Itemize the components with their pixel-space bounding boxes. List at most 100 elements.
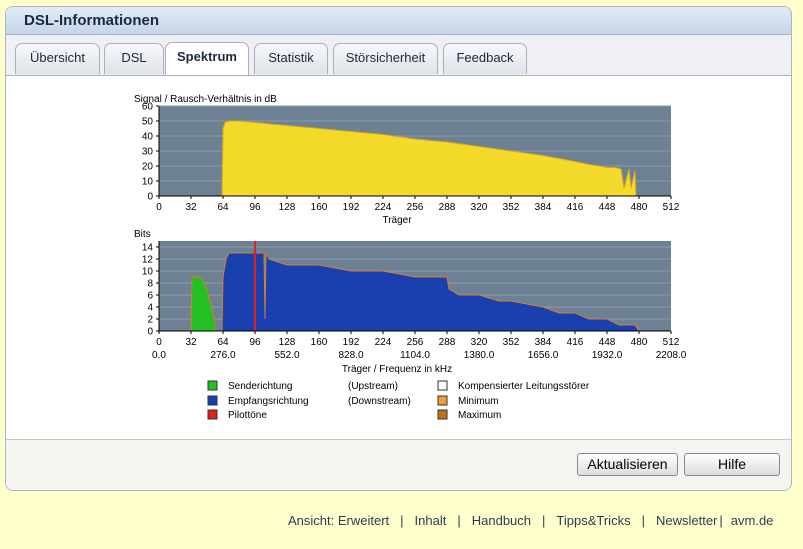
- footer-link-content[interactable]: Inhalt: [414, 513, 447, 528]
- x-tick-label: 224: [375, 202, 392, 213]
- tab-feedback[interactable]: Feedback: [443, 43, 527, 74]
- x-tick-label: 256: [407, 202, 424, 213]
- legend-downstream-label: Empfangsrichtung: [228, 396, 309, 407]
- footer-link-avm[interactable]: avm.de: [730, 513, 774, 528]
- x-tick-label: 256: [407, 337, 424, 348]
- legend-swatch-compensated: [437, 380, 448, 391]
- x-tick-label: 384: [535, 202, 552, 213]
- x-tick-label: 416: [567, 202, 584, 213]
- legend: Senderichtung (Upstream) Empfangsrichtun…: [207, 380, 590, 421]
- x-tick-label: 288: [439, 337, 456, 348]
- x-tick-label: 128: [279, 202, 296, 213]
- downstream-area: [159, 252, 671, 332]
- x-khz-label: 552.0: [274, 350, 299, 361]
- x-tick-label: 96: [249, 337, 261, 348]
- x-tick-label: 128: [279, 337, 296, 348]
- legend-maximum-label: Maximum: [458, 410, 501, 421]
- x-tick-label: 352: [503, 202, 520, 213]
- tab-stoersicherheit[interactable]: Störsicherheit: [333, 43, 438, 74]
- y-tick-label: 4: [147, 303, 153, 314]
- footer-separator: |: [719, 513, 723, 528]
- x-tick-label: 512: [663, 202, 680, 213]
- y-tick-label: 40: [142, 132, 154, 143]
- tab-statistik[interactable]: Statistik: [254, 43, 328, 74]
- help-button[interactable]: Hilfe: [684, 453, 780, 476]
- button-bar: Aktualisieren Hilfe: [6, 439, 791, 490]
- x-tick-label: 320: [471, 202, 488, 213]
- spectrum-charts: Signal / Rausch-Verhältnis in dB 0102030…: [134, 94, 687, 421]
- x-khz-label: 1656.0: [528, 350, 559, 361]
- y-tick-label: 30: [142, 147, 154, 158]
- tab-bar: Übersicht DSL Spektrum Statistik Störsic…: [6, 35, 791, 76]
- dsl-info-panel: DSL-Informationen Übersicht DSL Spektrum…: [5, 6, 792, 491]
- footer-separator: |: [400, 513, 404, 528]
- x-tick-label: 224: [375, 337, 392, 348]
- y-tick-label: 50: [142, 117, 154, 128]
- snr-ylabel: Signal / Rausch-Verhältnis in dB: [134, 94, 277, 105]
- x-tick-label: 448: [599, 337, 616, 348]
- y-tick-label: 0: [147, 327, 153, 338]
- x-tick-label: 0: [156, 337, 162, 348]
- spectrum-content: Signal / Rausch-Verhältnis in dB 0 10 20 30…: [6, 76, 791, 443]
- legend-swatch-upstream: [207, 380, 218, 391]
- legend-swatch-pilot: [207, 409, 218, 420]
- footer-link-tips[interactable]: Tipps&Tricks: [556, 513, 631, 528]
- panel-title: DSL-Informationen: [6, 7, 791, 35]
- x-tick-label: 160: [311, 202, 328, 213]
- y-tick-label: 20: [142, 162, 154, 173]
- y-tick-label: 10: [142, 267, 154, 278]
- footer-separator: |: [457, 513, 461, 528]
- x-tick-label: 192: [343, 337, 360, 348]
- y-tick-label: 0: [147, 192, 153, 203]
- x-khz-label: 1932.0: [592, 350, 623, 361]
- x-tick-label: 96: [249, 202, 261, 213]
- snr-area: [159, 120, 671, 197]
- x-tick-label: 480: [631, 202, 648, 213]
- legend-upstream-label: Senderichtung: [228, 381, 293, 392]
- x-khz-label: 828.0: [338, 350, 363, 361]
- footer-separator: |: [542, 513, 546, 528]
- x-khz-label: 2208.0: [656, 350, 687, 361]
- tab-uebersicht[interactable]: Übersicht: [15, 43, 100, 74]
- y-tick-label: 14: [142, 243, 154, 254]
- x-khz-label: 1380.0: [464, 350, 495, 361]
- legend-upstream-detail: (Upstream): [348, 381, 398, 392]
- snr-xlabel: Träger: [382, 215, 412, 226]
- x-tick-label: 352: [503, 337, 520, 348]
- x-tick-label: 64: [217, 337, 229, 348]
- y-tick-label: 2: [147, 315, 153, 326]
- footer-links: Ansicht: Erweitert | Inhalt | Handbuch | Tipps…: [288, 513, 773, 528]
- x-tick-label: 320: [471, 337, 488, 348]
- legend-swatch-minimum: [437, 395, 448, 406]
- y-tick-label: 6: [147, 291, 153, 302]
- x-tick-label: 480: [631, 337, 648, 348]
- x-tick-label: 160: [311, 337, 328, 348]
- bits-xlabel: Träger / Frequenz in kHz: [342, 364, 452, 375]
- x-tick-label: 512: [663, 337, 680, 348]
- x-tick-label: 448: [599, 202, 616, 213]
- legend-downstream-detail: (Downstream): [348, 396, 411, 407]
- x-tick-label: 0: [156, 202, 162, 213]
- x-tick-label: 64: [217, 202, 229, 213]
- x-khz-label: 0.0: [152, 350, 166, 361]
- footer-link-newsletter[interactable]: Newsletter: [655, 513, 718, 528]
- tab-dsl[interactable]: DSL: [104, 43, 164, 74]
- y-tick-label: 8: [147, 279, 153, 290]
- legend-compensated-label: Kompensierter Leitungsstörer: [458, 381, 590, 392]
- y-tick-label: 60: [142, 102, 154, 113]
- refresh-button[interactable]: Aktualisieren: [577, 453, 678, 476]
- x-tick-label: 384: [535, 337, 552, 348]
- legend-swatch-downstream: [207, 395, 218, 406]
- x-tick-label: 32: [185, 337, 197, 348]
- bits-ylabel: Bits: [134, 229, 151, 240]
- footer-link-handbook[interactable]: Handbuch: [471, 513, 532, 528]
- x-tick-label: 32: [185, 202, 197, 213]
- y-tick-label: 12: [142, 255, 154, 266]
- x-khz-label: 1104.0: [400, 350, 430, 361]
- x-tick-label: 288: [439, 202, 456, 213]
- footer-link-view[interactable]: Ansicht: Erweitert: [288, 513, 390, 528]
- x-tick-label: 416: [567, 337, 584, 348]
- x-khz-label: 276.0: [210, 350, 235, 361]
- x-tick-label: 192: [343, 202, 360, 213]
- tab-spektrum[interactable]: Spektrum: [165, 42, 249, 75]
